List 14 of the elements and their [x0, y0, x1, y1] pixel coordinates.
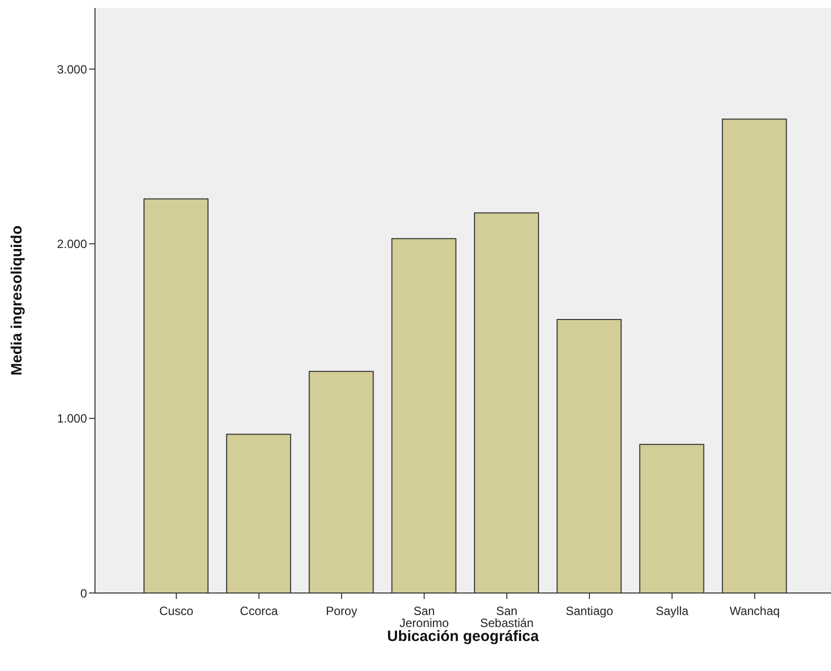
x-axis-title: Ubicación geográfica	[387, 628, 540, 645]
y-tick-label: 2.000	[56, 237, 88, 252]
x-tick-label: San Jeronimo	[400, 604, 450, 630]
x-tick-label: San Sebastián	[480, 604, 534, 630]
x-tick-label: Santiago	[566, 604, 614, 618]
x-tick-label: Cusco	[159, 604, 194, 618]
y-tick-label: 3.000	[56, 62, 88, 76]
y-tick-label: 0	[80, 586, 88, 600]
x-tick-label: Wanchaq	[730, 604, 780, 618]
x-tick-label: Saylla	[656, 604, 689, 618]
y-axis-title: Media ingresoliquido	[8, 225, 26, 376]
x-tick-label: Poroy	[326, 604, 358, 618]
x-tick-label: Ccorca	[240, 604, 278, 618]
y-tick-label: 1.000	[56, 412, 88, 426]
